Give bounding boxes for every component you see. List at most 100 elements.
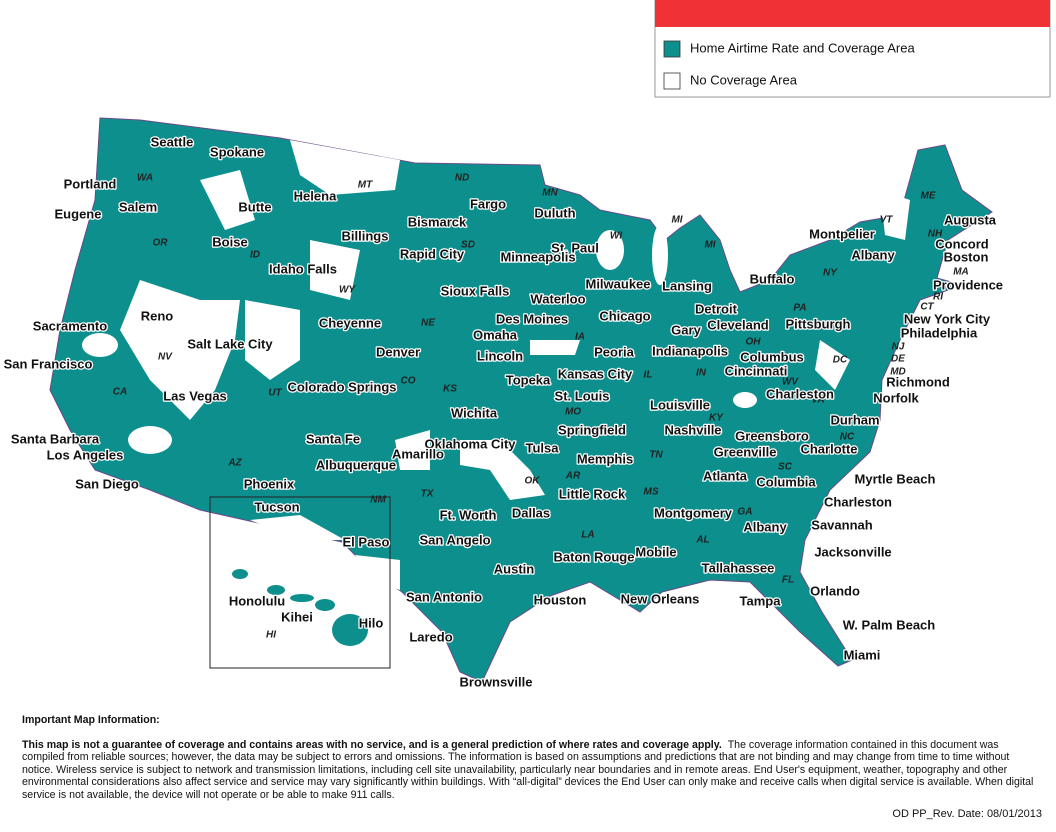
no-coverage [82, 333, 118, 357]
hawaii-inset [209, 496, 391, 669]
city-label: Reno [141, 308, 174, 323]
city-label: Memphis [577, 451, 633, 466]
city-label: Duluth [534, 205, 575, 220]
state-label: NC [840, 432, 855, 443]
city-label: Charleston [766, 386, 834, 401]
legend [654, 0, 1051, 98]
legend-label: Home Airtime Rate and Coverage Area [690, 40, 915, 55]
city-label: Spokane [210, 144, 264, 159]
city-label: Greensboro [735, 428, 809, 443]
city-label: Houston [534, 592, 587, 607]
city-label: Greenville [714, 444, 777, 459]
no-coverage [310, 240, 360, 300]
city-label: Buffalo [750, 271, 795, 286]
city-label: Salt Lake City [187, 336, 273, 351]
city-label: Salem [119, 199, 157, 214]
state-label: NM [370, 495, 386, 506]
city-label: Louisville [650, 397, 710, 412]
city-label: Lansing [662, 278, 712, 293]
city-label: Peoria [594, 344, 635, 359]
city-label: Savannah [811, 517, 872, 532]
state-label: ID [250, 250, 260, 261]
city-label: Butte [238, 199, 271, 214]
revision-date: OD PP_Rev. Date: 08/01/2013 [892, 808, 1042, 820]
city-label: Tucson [254, 499, 299, 514]
state-label: MT [358, 180, 373, 191]
city-label: Brownsville [460, 674, 533, 689]
city-label: Columbia [756, 474, 816, 489]
no-coverage [530, 340, 580, 355]
no-coverage [250, 515, 345, 540]
city-label: Lincoln [477, 348, 523, 363]
city-label: Tallahassee [702, 560, 775, 575]
city-label: Omaha [473, 327, 518, 342]
state-label: AZ [227, 458, 242, 469]
state-label: DE [891, 354, 905, 365]
city-label: Durham [830, 412, 879, 427]
state-label: SD [461, 240, 475, 251]
city-label: Little Rock [559, 486, 626, 501]
city-label: Amarillo [392, 446, 444, 461]
city-label: Charleston [824, 494, 892, 509]
city-label: San Angelo [419, 532, 490, 547]
city-label: Oklahoma City [424, 436, 516, 451]
city-label: Waterloo [530, 291, 585, 306]
city-label: St. Paul [551, 240, 599, 255]
city-label: Cincinnati [725, 363, 788, 378]
state-label: KY [709, 413, 724, 424]
state-label: AR [565, 471, 581, 482]
state-label: NY [823, 268, 838, 279]
city-label: Augusta [944, 212, 997, 227]
footer: Important Map Information: This map is n… [22, 714, 1034, 801]
state-label: MN [542, 188, 558, 199]
state-label: CA [113, 387, 127, 398]
footer-body: The coverage information contained in th… [22, 738, 1034, 801]
city-label: Billings [342, 228, 389, 243]
state-label: RI [933, 292, 943, 303]
state-label: HI [266, 630, 276, 641]
city-label: Topeka [506, 372, 551, 387]
state-label: MA [953, 267, 969, 278]
city-label: Colorado Springs [287, 379, 396, 394]
city-label: St. Louis [555, 388, 610, 403]
city-label: Columbus [740, 349, 804, 364]
state-label: UT [268, 388, 282, 399]
city-label: Des Moines [496, 311, 568, 326]
city-label: Sacramento [33, 318, 107, 333]
state-label: ND [455, 173, 469, 184]
island [332, 614, 368, 646]
no-coverage [355, 555, 400, 590]
city-label: Austin [494, 561, 535, 576]
no-coverage [395, 430, 430, 470]
state-label: OR [153, 238, 169, 249]
no-coverage [596, 230, 624, 270]
state-label: MO [565, 407, 581, 418]
city-label: Santa Fe [306, 431, 360, 446]
city-label: Mobile [635, 544, 676, 559]
state-label: SC [778, 462, 793, 473]
city-label: Kansas City [558, 366, 633, 381]
state-label: KS [443, 384, 457, 395]
city-label: Milwaukee [585, 276, 650, 291]
city-label: Eugene [55, 206, 102, 221]
legend-header [655, 0, 1050, 27]
state-label: AL [695, 535, 709, 546]
city-label: Portland [64, 176, 117, 191]
city-label: Charlotte [800, 441, 857, 456]
state-label: CT [920, 302, 934, 313]
city-label: Tampa [740, 593, 782, 608]
no-coverage [120, 280, 240, 420]
coverage-area [49, 117, 993, 683]
city-label: Santa Barbara [11, 431, 100, 446]
city-label: El Paso [343, 534, 390, 549]
city-label: Albany [851, 247, 895, 262]
city-label: Norfolk [873, 390, 919, 405]
city-label: Hilo [359, 615, 384, 630]
hawaii-islands [232, 569, 368, 646]
city-label: Atlanta [703, 468, 748, 483]
state-label: TN [649, 450, 663, 461]
legend-swatch [663, 40, 681, 58]
city-label: Indianapolis [652, 343, 728, 358]
state-label: WA [137, 173, 153, 184]
city-label: Los Angeles [47, 447, 124, 462]
